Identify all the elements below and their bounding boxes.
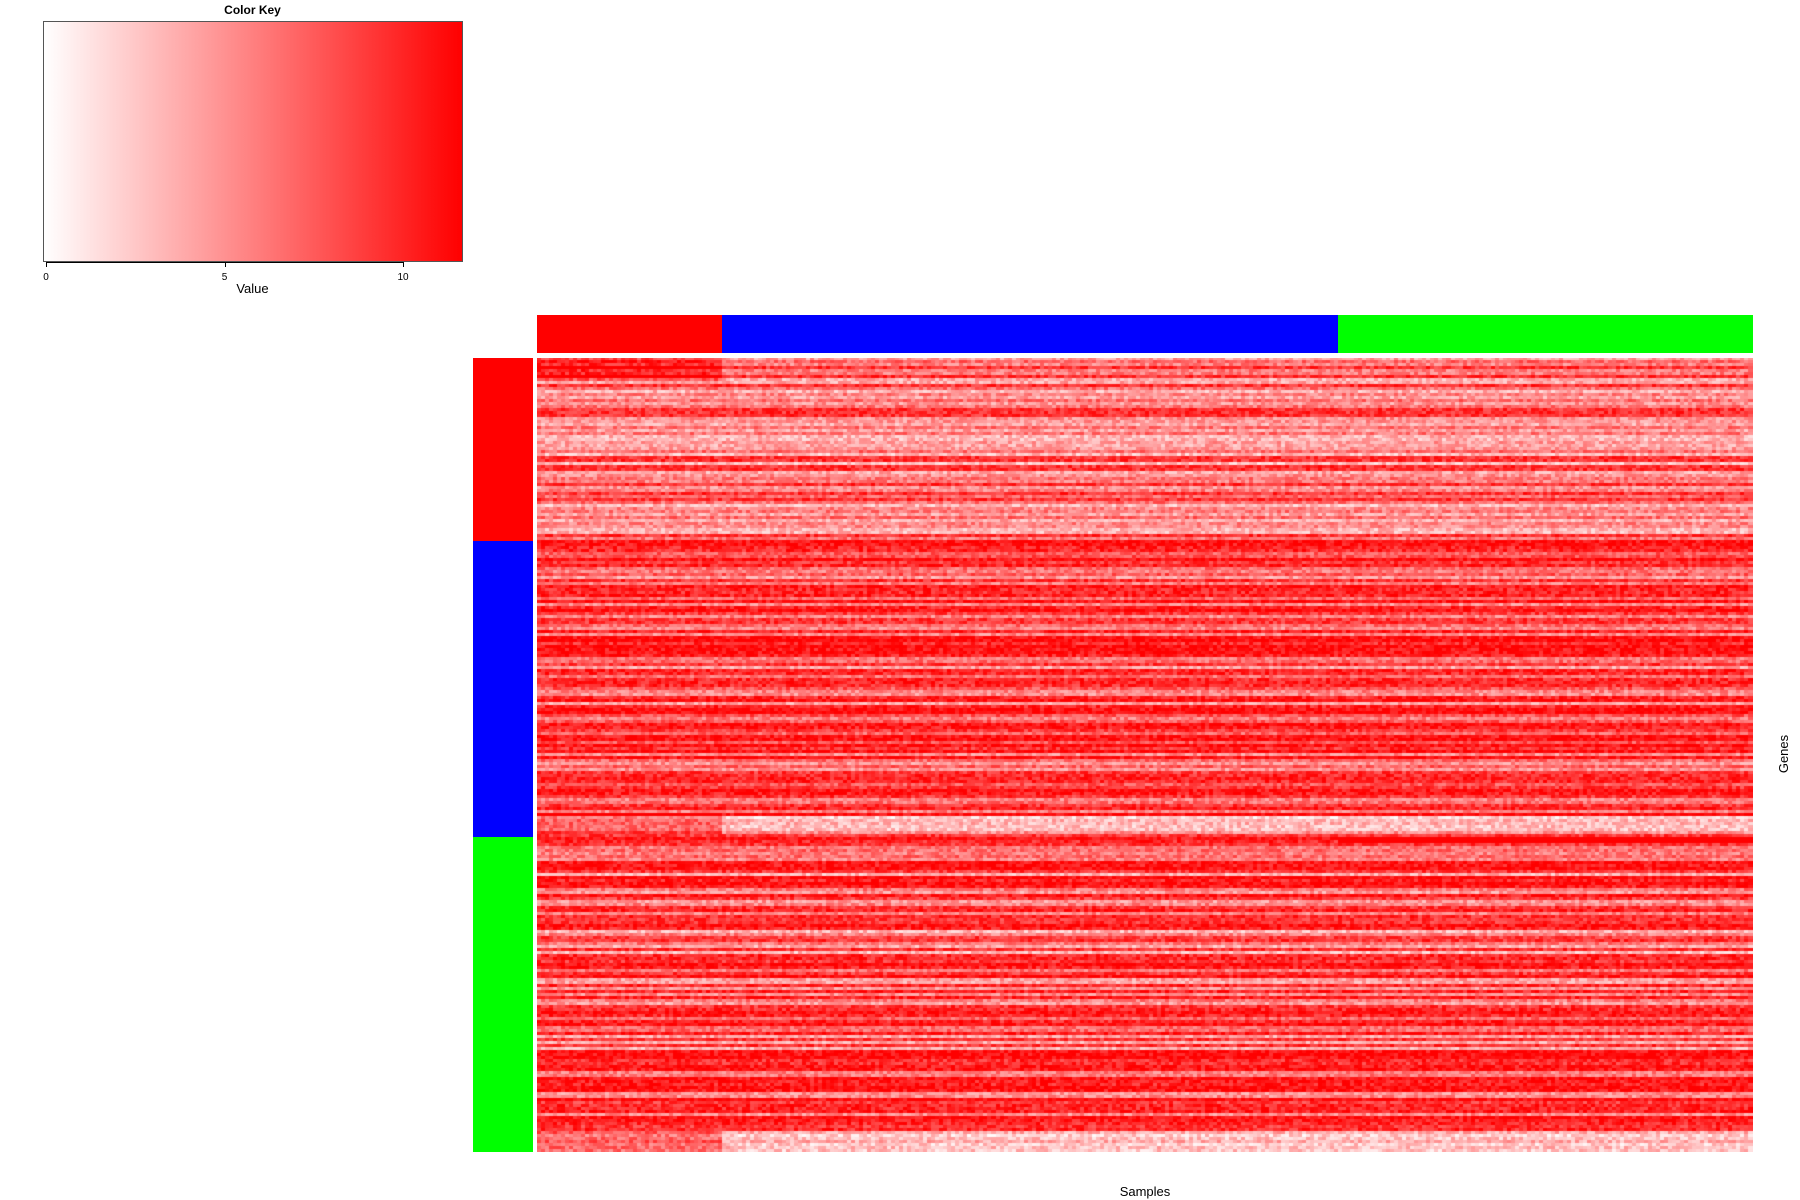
- y-axis-label: Genes: [1776, 734, 1791, 774]
- x-axis-label: Samples: [1119, 1184, 1171, 1199]
- color-key-tick: [46, 262, 47, 267]
- row-group-bar-2: [473, 837, 533, 1152]
- heatmap-matrix: [537, 358, 1753, 1152]
- color-key-title: Color Key: [224, 3, 281, 17]
- color-key-tick: [403, 262, 404, 267]
- column-group-bar-1: [722, 315, 1339, 353]
- color-key-tick-label: 0: [43, 272, 49, 283]
- row-group-bar-0: [473, 358, 533, 541]
- color-key-tick-label: 5: [221, 272, 228, 283]
- color-key-tick-label: 10: [397, 272, 409, 283]
- color-key-gradient: [43, 21, 463, 262]
- row-group-bar-1: [473, 540, 533, 838]
- color-key-tick: [224, 262, 226, 267]
- color-key-xlabel: Value: [236, 281, 269, 296]
- column-group-bar-2: [1338, 315, 1753, 353]
- column-group-bar-0: [537, 315, 723, 353]
